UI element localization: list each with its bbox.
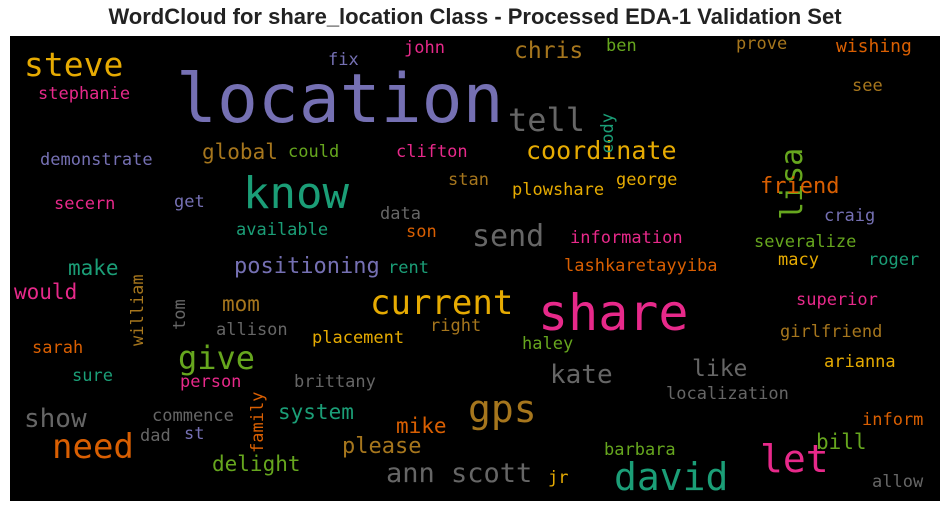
word-kate: kate [550,360,613,390]
word-family: family [248,391,268,454]
word-need: need [52,427,134,467]
word-craig: craig [824,206,876,226]
word-david: david [614,455,729,499]
word-mike: mike [396,414,447,438]
word-arianna: arianna [824,352,896,372]
word-fix: fix [328,50,359,70]
word-son: son [406,222,437,242]
word-global: global [202,140,278,164]
word-person: person [180,372,242,392]
word-mom: mom [222,292,260,316]
word-inform: inform [862,410,924,430]
word-location: location [176,60,504,139]
word-commence: commence [152,406,234,426]
word-cloud-canvas: location share know david let gps current steve… [10,36,940,501]
word-give: give [178,339,256,377]
word-ann-scott: ann scott [386,458,533,489]
word-get: get [174,192,205,212]
word-john: john [404,38,445,58]
word-sarah: sarah [32,338,84,358]
word-gps: gps [468,387,537,431]
word-localization: localization [666,384,789,404]
word-let: let [760,437,829,481]
word-allow: allow [872,472,924,492]
word-positioning: positioning [234,254,380,279]
word-available: available [236,220,329,240]
word-secern: secern [54,194,116,214]
word-brittany: brittany [294,372,376,392]
word-right: right [430,316,482,336]
word-cody: cody [598,113,618,155]
word-please: please [342,434,422,459]
word-tom: tom [170,298,190,330]
word-coordinate: coordinate [526,136,677,165]
word-barbara: barbara [604,440,676,460]
word-dad: dad [140,426,171,446]
word-lashkaretayyiba: lashkaretayyiba [564,256,718,276]
word-sure: sure [72,366,113,386]
word-system: system [278,400,354,424]
word-know: know [243,168,349,219]
word-george: george [616,170,678,190]
word-like: like [692,356,748,382]
word-current: current [370,283,514,323]
word-macy: macy [778,250,819,270]
word-share: share [538,284,689,342]
word-would: would [14,280,78,304]
word-stephanie: stephanie [38,84,131,104]
word-see: see [852,76,883,96]
word-bill: bill [816,430,867,454]
word-delight: delight [212,452,301,476]
word-chris: chris [514,38,584,64]
word-severalize: severalize [754,232,857,252]
word-girlfriend: girlfriend [780,322,883,342]
word-friend: friend [760,174,840,199]
word-william: william [128,274,148,346]
word-stan: stan [448,170,489,190]
word-tell: tell [508,101,586,139]
word-show: show [24,404,87,434]
word-placement: placement [312,328,405,348]
word-haley: haley [522,334,574,354]
word-plowshare: plowshare [512,180,605,200]
word-clifton: clifton [396,142,468,162]
word-allison: allison [216,320,288,340]
word-rent: rent [388,258,429,278]
word-wishing: wishing [836,36,912,57]
word-jr: jr [548,468,569,488]
word-could: could [288,142,340,162]
word-roger: roger [868,250,920,270]
word-ben: ben [606,36,637,56]
word-send: send [472,219,545,254]
word-superior: superior [796,290,878,310]
chart-title: WordCloud for share_location Class - Pro… [108,4,842,29]
word-make: make [68,256,119,280]
word-data: data [380,204,421,224]
word-prove: prove [736,36,788,54]
word-information: information [570,228,683,248]
word-demonstrate: demonstrate [40,150,153,170]
word-steve: steve [24,45,124,84]
word-st: st [184,424,205,444]
